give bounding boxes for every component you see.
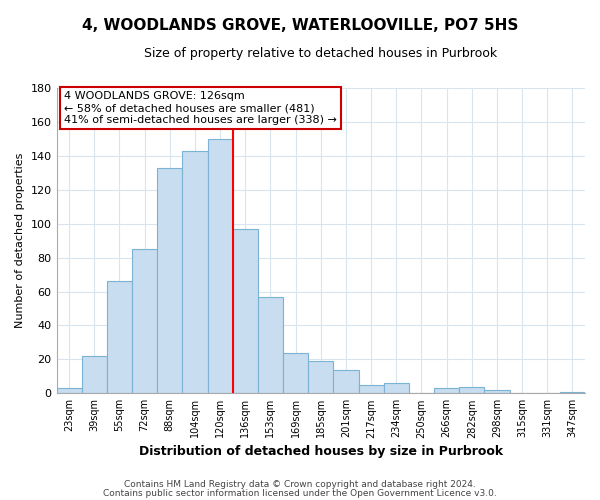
- Bar: [157, 168, 182, 394]
- Text: Contains public sector information licensed under the Open Government Licence v3: Contains public sector information licen…: [103, 489, 497, 498]
- Text: 4 WOODLANDS GROVE: 126sqm
← 58% of detached houses are smaller (481)
41% of semi: 4 WOODLANDS GROVE: 126sqm ← 58% of detac…: [64, 92, 337, 124]
- Bar: [233, 229, 258, 394]
- Y-axis label: Number of detached properties: Number of detached properties: [15, 153, 25, 328]
- Bar: [308, 361, 334, 394]
- Bar: [484, 390, 509, 394]
- Title: Size of property relative to detached houses in Purbrook: Size of property relative to detached ho…: [144, 48, 497, 60]
- Bar: [182, 151, 208, 394]
- Bar: [82, 356, 107, 394]
- X-axis label: Distribution of detached houses by size in Purbrook: Distribution of detached houses by size …: [139, 444, 503, 458]
- Bar: [208, 139, 233, 394]
- Bar: [283, 352, 308, 394]
- Bar: [56, 388, 82, 394]
- Bar: [459, 386, 484, 394]
- Text: Contains HM Land Registry data © Crown copyright and database right 2024.: Contains HM Land Registry data © Crown c…: [124, 480, 476, 489]
- Text: 4, WOODLANDS GROVE, WATERLOOVILLE, PO7 5HS: 4, WOODLANDS GROVE, WATERLOOVILLE, PO7 5…: [82, 18, 518, 32]
- Bar: [359, 385, 383, 394]
- Bar: [258, 296, 283, 394]
- Bar: [107, 282, 132, 394]
- Bar: [334, 370, 359, 394]
- Bar: [383, 383, 409, 394]
- Bar: [434, 388, 459, 394]
- Bar: [132, 249, 157, 394]
- Bar: [560, 392, 585, 394]
